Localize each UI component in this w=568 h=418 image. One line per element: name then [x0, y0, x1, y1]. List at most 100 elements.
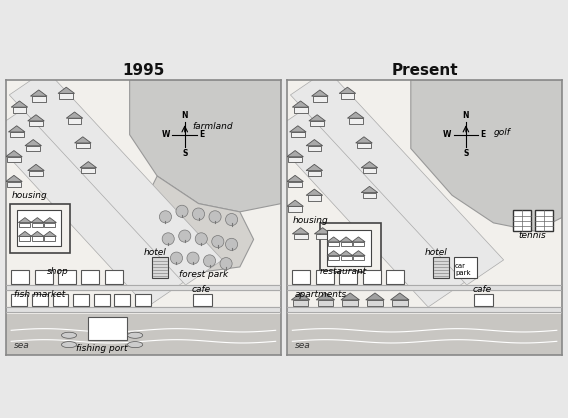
Polygon shape: [11, 101, 28, 107]
Bar: [513, 211, 531, 231]
Polygon shape: [19, 223, 31, 227]
Polygon shape: [288, 206, 302, 212]
Bar: [386, 270, 404, 284]
Polygon shape: [19, 236, 31, 241]
Bar: [193, 295, 212, 306]
Bar: [94, 295, 110, 306]
Text: cafe: cafe: [473, 285, 492, 294]
Bar: [135, 295, 151, 306]
Circle shape: [187, 252, 199, 264]
Polygon shape: [291, 132, 305, 138]
Polygon shape: [340, 237, 353, 242]
Circle shape: [203, 255, 216, 267]
Bar: [339, 270, 357, 284]
Polygon shape: [367, 300, 383, 306]
Polygon shape: [339, 87, 356, 93]
Polygon shape: [31, 90, 47, 96]
Polygon shape: [316, 293, 335, 300]
Text: cafe: cafe: [191, 285, 211, 294]
Polygon shape: [307, 195, 321, 201]
Polygon shape: [28, 115, 44, 121]
Polygon shape: [411, 79, 562, 231]
Circle shape: [195, 233, 207, 245]
Bar: [474, 295, 494, 306]
Polygon shape: [32, 236, 43, 241]
Polygon shape: [327, 237, 340, 242]
Polygon shape: [31, 218, 44, 223]
Polygon shape: [290, 126, 306, 132]
Polygon shape: [293, 228, 309, 234]
Polygon shape: [316, 234, 329, 240]
Bar: [316, 270, 333, 284]
Polygon shape: [315, 228, 331, 234]
Polygon shape: [288, 157, 302, 162]
Text: W: W: [162, 130, 170, 139]
Bar: [115, 295, 131, 306]
Bar: [73, 295, 89, 306]
Text: forest park: forest park: [179, 270, 229, 278]
Circle shape: [162, 233, 174, 245]
Bar: [320, 223, 381, 273]
Text: shop: shop: [47, 267, 69, 276]
Polygon shape: [328, 256, 339, 260]
Polygon shape: [293, 101, 309, 107]
Circle shape: [209, 211, 221, 223]
Circle shape: [179, 230, 191, 242]
Polygon shape: [269, 108, 465, 307]
Bar: [152, 257, 168, 278]
Polygon shape: [357, 143, 371, 148]
Polygon shape: [6, 314, 281, 355]
Polygon shape: [294, 234, 307, 240]
Polygon shape: [341, 256, 352, 260]
Polygon shape: [74, 137, 91, 143]
Text: sea: sea: [14, 341, 30, 350]
Polygon shape: [352, 251, 365, 256]
Polygon shape: [76, 143, 90, 148]
Polygon shape: [307, 171, 321, 176]
Polygon shape: [6, 150, 22, 157]
Title: Present: Present: [391, 64, 458, 79]
Bar: [52, 295, 69, 306]
Ellipse shape: [128, 332, 143, 338]
Circle shape: [220, 257, 232, 270]
Bar: [58, 270, 76, 284]
Polygon shape: [12, 107, 26, 113]
Polygon shape: [349, 118, 362, 124]
Text: E: E: [199, 130, 204, 139]
Polygon shape: [309, 115, 325, 121]
Text: car
park: car park: [455, 263, 470, 276]
Polygon shape: [18, 232, 32, 236]
Text: N: N: [182, 111, 188, 120]
Polygon shape: [391, 293, 409, 300]
Polygon shape: [9, 126, 25, 132]
Polygon shape: [361, 162, 378, 168]
Text: restaurant: restaurant: [320, 267, 367, 276]
Circle shape: [176, 205, 188, 217]
Polygon shape: [7, 157, 21, 162]
Bar: [535, 211, 553, 231]
Text: W: W: [443, 130, 452, 139]
Polygon shape: [58, 87, 74, 93]
Bar: [32, 295, 48, 306]
Polygon shape: [7, 181, 21, 187]
Polygon shape: [60, 93, 73, 99]
Bar: [105, 270, 123, 284]
Polygon shape: [312, 90, 328, 96]
Ellipse shape: [128, 342, 143, 348]
Polygon shape: [293, 300, 308, 306]
Polygon shape: [44, 236, 55, 241]
Text: fish market: fish market: [14, 290, 65, 299]
Text: S: S: [463, 149, 469, 158]
Polygon shape: [341, 93, 354, 99]
Polygon shape: [306, 164, 323, 171]
Polygon shape: [294, 107, 307, 113]
Polygon shape: [392, 300, 407, 306]
Polygon shape: [353, 242, 364, 246]
Text: housing: housing: [11, 191, 47, 200]
Polygon shape: [290, 70, 504, 285]
Text: tennis: tennis: [519, 231, 546, 240]
Polygon shape: [68, 118, 81, 124]
Polygon shape: [25, 140, 41, 146]
Text: apartments: apartments: [295, 290, 348, 299]
Circle shape: [160, 211, 172, 223]
